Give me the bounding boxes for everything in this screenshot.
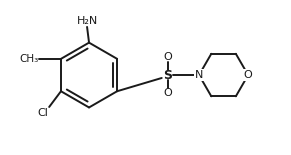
Text: O: O: [163, 88, 172, 98]
Text: N: N: [195, 70, 203, 80]
Text: O: O: [244, 70, 253, 80]
Text: O: O: [163, 52, 172, 62]
Text: Cl: Cl: [37, 108, 48, 118]
Text: S: S: [163, 69, 172, 82]
Text: H₂N: H₂N: [77, 16, 98, 26]
Text: CH₃: CH₃: [19, 54, 38, 64]
Text: N: N: [195, 70, 203, 80]
Text: O: O: [244, 70, 253, 80]
Text: N: N: [195, 70, 203, 80]
